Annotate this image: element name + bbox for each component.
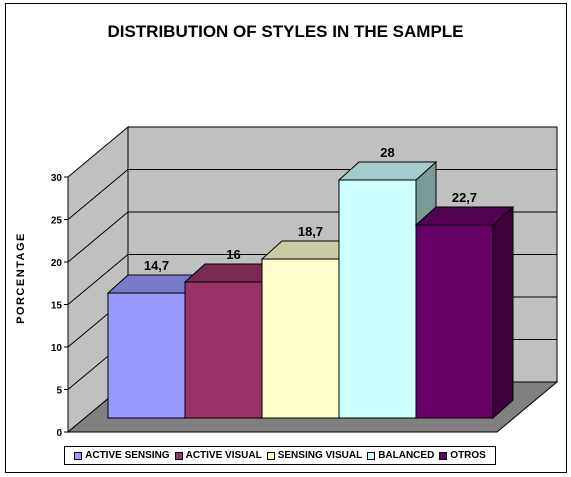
legend-item: OTROS (439, 450, 486, 461)
legend-item: BALANCED (367, 450, 434, 461)
y-tick-label: 10 (51, 343, 63, 354)
legend-item: ACTIVE SENSING (74, 450, 170, 461)
legend-label: OTROS (450, 450, 486, 461)
legend-swatch (266, 451, 275, 460)
legend-label: ACTIVE VISUAL (185, 450, 262, 461)
bar (261, 258, 340, 419)
legend-item: ACTIVE VISUAL (174, 450, 262, 461)
legend-swatch (439, 451, 448, 460)
y-tick-label: 15 (51, 301, 63, 312)
legend-label: SENSING VISUAL (277, 450, 363, 461)
legend: ACTIVE SENSING ACTIVE VISUAL SENSING VISUA… (64, 446, 496, 465)
data-label: 22,7 (452, 190, 477, 205)
y-tick-label: 30 (51, 173, 63, 184)
data-label: 28 (380, 145, 394, 160)
legend-swatch (74, 451, 83, 460)
bar-side (492, 205, 514, 420)
y-tick-label: 5 (56, 386, 62, 397)
legend-label: BALANCED (378, 450, 435, 461)
chart-title: DISTRIBUTION OF STYLES IN THE SAMPLE (107, 22, 464, 41)
gridline (67, 211, 129, 263)
y-tick-label: 25 (51, 216, 63, 227)
data-label: 16 (226, 247, 240, 262)
legend-swatch (174, 451, 183, 460)
y-tick-label: 20 (51, 258, 63, 269)
gridline (67, 169, 129, 220)
legend-item: SENSING VISUAL (266, 450, 363, 461)
y-axis-label: PORCENTAGE (15, 232, 27, 324)
legend-swatch (367, 451, 376, 460)
data-label: 18,7 (298, 224, 323, 239)
bar (107, 292, 186, 419)
bar (415, 224, 494, 419)
y-tick-label: 0 (56, 428, 62, 439)
bar (338, 179, 417, 419)
data-label: 14,7 (144, 258, 169, 273)
legend-label: ACTIVE SENSING (85, 450, 170, 461)
gridline (67, 254, 129, 305)
bar (184, 281, 263, 419)
